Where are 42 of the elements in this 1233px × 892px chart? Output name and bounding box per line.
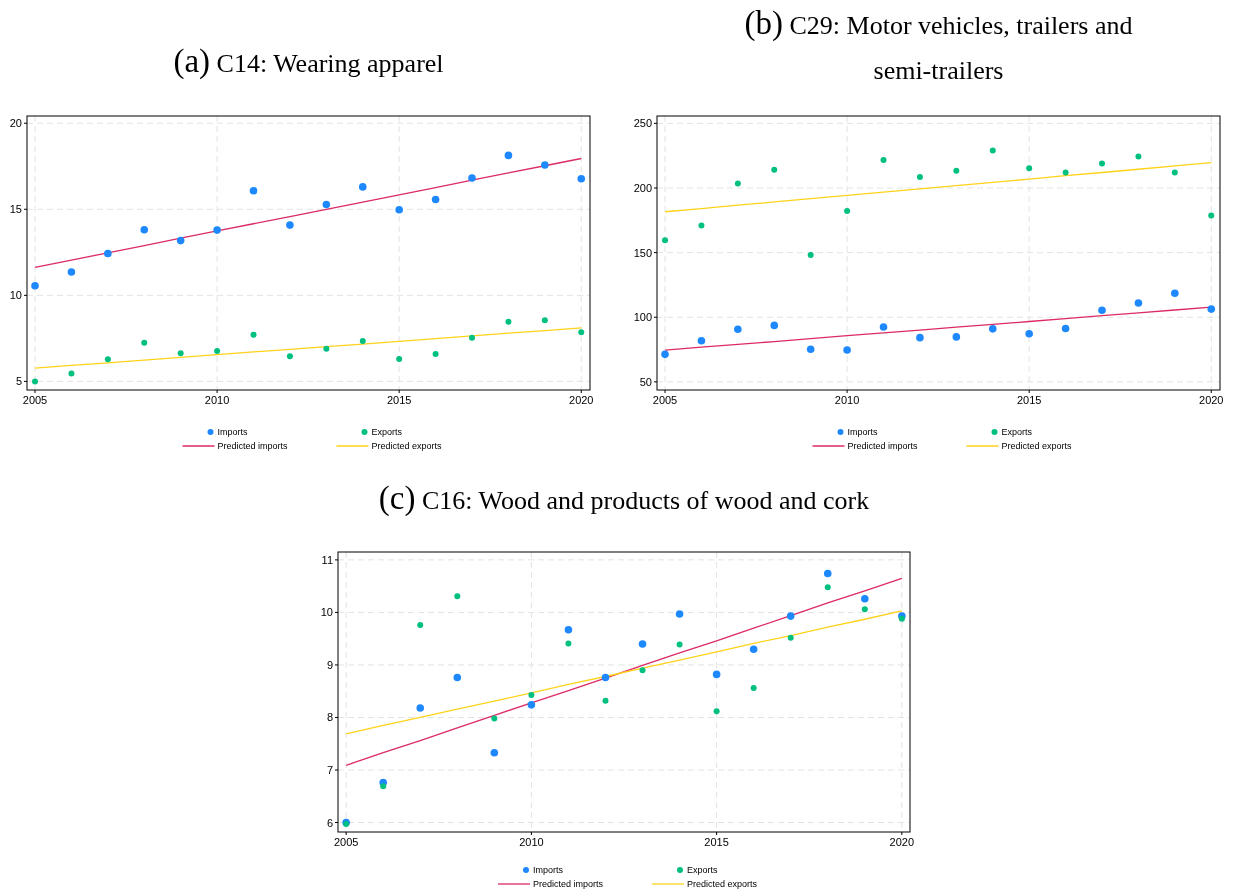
x-tick-label: 2005 (22, 394, 48, 406)
x-tick-label: 2005 (333, 836, 359, 848)
y-tick-label: 150 (633, 246, 652, 259)
y-tick-label: 15 (9, 203, 22, 216)
legend-label: Predicted exports (1001, 441, 1073, 451)
legend-label: Exports (687, 865, 719, 875)
y-tick-label: 50 (639, 375, 652, 388)
y-tick-label: 5 (15, 375, 22, 388)
legend-label: Predicted imports (533, 879, 604, 889)
x-tick-label: 2020 (569, 394, 594, 406)
legend-label: Exports (1001, 427, 1033, 437)
legend-label: Imports (533, 865, 564, 875)
y-tick-label: 20 (9, 117, 22, 130)
legend-label: Predicted exports (371, 441, 443, 451)
x-tick-label: 2020 (1199, 394, 1224, 406)
legend-label: Predicted exports (687, 879, 758, 889)
y-tick-label: 200 (633, 181, 652, 194)
chart-title: (c) C16: Wood and products of wood and cork (378, 480, 870, 517)
y-tick-label: 7 (326, 764, 333, 777)
y-tick-label: 100 (633, 311, 652, 324)
x-tick-label: 2015 (704, 836, 729, 848)
x-tick-label: 2005 (652, 394, 678, 406)
legend-label: Imports (217, 427, 249, 437)
chart-title: (a) C14: Wearing apparel (173, 43, 444, 80)
y-tick-label: 10 (9, 289, 22, 302)
x-tick-label: 2020 (889, 836, 915, 848)
x-tick-label: 2010 (519, 836, 544, 848)
y-tick-label: 10 (320, 606, 333, 619)
legend-label: Predicted imports (847, 441, 919, 451)
legend-label: Predicted imports (217, 441, 289, 451)
x-tick-label: 2010 (204, 394, 230, 406)
y-tick-label: 8 (326, 711, 333, 724)
x-tick-label: 2015 (386, 394, 412, 406)
x-tick-label: 2010 (834, 394, 860, 406)
y-tick-label: 250 (633, 117, 652, 130)
legend-label: Exports (371, 427, 403, 437)
chart-title: (b) C29: Motor vehicles, trailers and semi-trailers (744, 5, 1133, 85)
y-tick-label: 11 (321, 553, 333, 566)
x-tick-label: 2015 (1016, 394, 1042, 406)
legend-label: Imports (847, 427, 879, 437)
y-tick-label: 6 (326, 816, 333, 829)
y-tick-label: 9 (326, 658, 333, 671)
